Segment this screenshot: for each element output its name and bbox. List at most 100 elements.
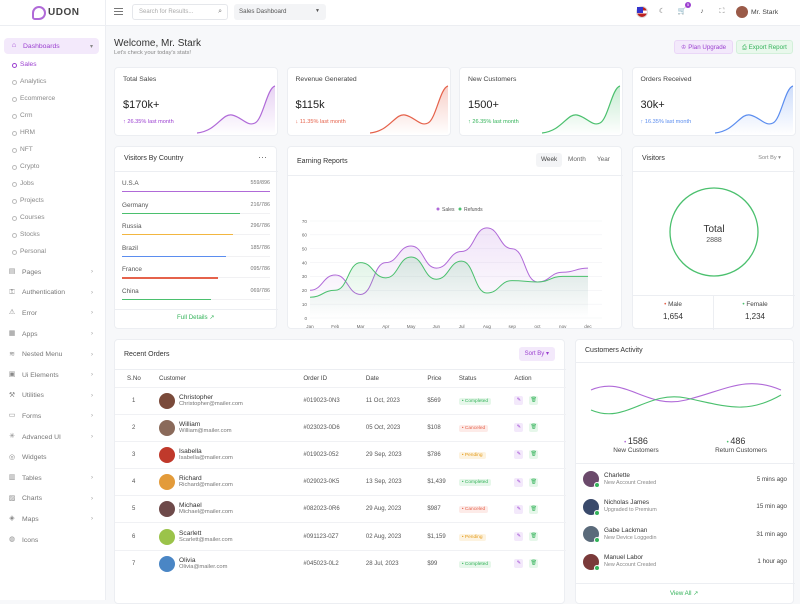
tab-week[interactable]: Week <box>536 153 563 167</box>
edit-icon[interactable]: ✎ <box>514 396 524 406</box>
male-value: 1,654 <box>662 312 684 321</box>
more-icon[interactable]: ··· <box>258 152 267 162</box>
customer-email: Richard@mailer.com <box>179 482 233 489</box>
cart-icon[interactable]: 🛒 5 <box>677 2 691 15</box>
edit-icon[interactable]: ✎ <box>514 423 524 433</box>
moon-icon[interactable]: ☾ <box>658 8 666 15</box>
sidebar-item-apps[interactable]: ▦ Apps › <box>0 324 105 345</box>
view-all-link[interactable]: View All ↗ <box>670 590 698 597</box>
edit-icon[interactable]: ✎ <box>514 559 524 569</box>
sidebar-subitem-projects[interactable]: Projects <box>0 192 105 209</box>
sidebar-subitem-courses[interactable]: Courses <box>0 209 105 226</box>
edit-icon[interactable]: ✎ <box>514 532 524 542</box>
column-header-action: Action <box>514 375 532 383</box>
stat-change-text: 11.35% last month <box>299 119 346 125</box>
customer-email: Isabella@mailer.com <box>179 454 233 461</box>
sidebar-subitem-stocks[interactable]: Stocks <box>0 226 105 243</box>
sidebar-item-forms[interactable]: ▭ Forms › <box>0 406 105 427</box>
sidebar-item-authentication[interactable]: ⚿ Authentication › <box>0 283 105 304</box>
sidebar-subitem-analytics[interactable]: Analytics <box>0 73 105 90</box>
sidebar-item-tables[interactable]: ▥ Tables › <box>0 468 105 489</box>
customer-email: Michael@mailer.com <box>179 509 233 516</box>
sidebar-group-dashboards[interactable]: ⌂ Dashboards ▾ <box>4 38 99 54</box>
delete-icon[interactable]: 🗑 <box>529 559 539 569</box>
chevron-right-icon: › <box>91 413 93 420</box>
order-date: 29 Sep, 2023 <box>365 440 428 469</box>
menu-icon[interactable] <box>114 8 123 15</box>
delete-icon[interactable]: 🗑 <box>529 396 539 406</box>
sidebar-item-charts[interactable]: ▨ Charts › <box>0 489 105 510</box>
visitors-by-country-card: Visitors By Country ··· U.S.A 559/896 Germ… <box>114 146 278 329</box>
sidebar-subitem-crm[interactable]: Crm <box>0 107 105 124</box>
edit-icon[interactable]: ✎ <box>514 504 524 514</box>
activity-item[interactable]: Nicholas James Upgraded to Premium 15 min … <box>583 497 787 517</box>
delete-icon[interactable]: 🗑 <box>529 532 539 542</box>
x-tick-label: Mar <box>357 324 365 329</box>
brand-logo[interactable]: UDON <box>0 0 105 26</box>
external-link-icon: ↗ <box>693 590 699 597</box>
activity-name: Nicholas James <box>604 499 650 506</box>
activity-item[interactable]: Gabe Lackman New Device Loggedin 31 min ag… <box>583 524 787 544</box>
legend-swatch <box>458 207 462 211</box>
bell-icon[interactable]: ♪ <box>700 8 704 15</box>
sidebar-item-nested-menu[interactable]: ≋ Nested Menu › <box>0 344 105 365</box>
status-badge: Completed <box>458 479 492 487</box>
sidebar-subitem-hrm[interactable]: HRM <box>0 124 105 141</box>
legend-refunds: Refunds <box>458 207 483 213</box>
sidebar-subitem-crypto[interactable]: Crypto <box>0 158 105 175</box>
sidebar-subitem-personal[interactable]: Personal <box>0 243 105 260</box>
full-details-link[interactable]: Full Details ↗ <box>177 314 215 321</box>
delete-icon[interactable]: 🗑 <box>529 423 539 433</box>
user-menu[interactable]: Mr. Stark <box>736 6 778 18</box>
search-placeholder: Search for Results... <box>139 9 194 15</box>
sidebar-subitem-jobs[interactable]: Jobs <box>0 175 105 192</box>
return-customers-label: Return Customers <box>715 447 767 454</box>
edit-icon[interactable]: ✎ <box>514 450 524 460</box>
export-report-button[interactable]: ⎙ Export Report <box>736 40 793 54</box>
customer-name: William <box>179 420 201 428</box>
customer-name: Richard <box>179 475 202 483</box>
sort-by-dropdown[interactable]: Sort By ▾ <box>758 155 781 161</box>
sidebar-item-label: Error <box>22 309 38 317</box>
sparkline-area <box>714 86 793 135</box>
edit-icon[interactable]: ✎ <box>514 477 524 487</box>
sparkle-icon: ✳ <box>9 433 15 441</box>
sidebar-item-pages[interactable]: ▤ Pages › <box>0 262 105 283</box>
search-input[interactable]: Search for Results... ⌕ <box>132 4 228 20</box>
sidebar-subitem-sales[interactable]: Sales <box>0 56 105 73</box>
delete-icon[interactable]: 🗑 <box>529 504 539 514</box>
legend-sales: Sales <box>436 207 455 213</box>
male-label: Male <box>668 301 682 308</box>
sidebar-item-widgets[interactable]: ◎ Widgets <box>0 447 105 468</box>
sidebar-subitem-nft[interactable]: NFT <box>0 141 105 158</box>
sidebar-item-error[interactable]: ⚠ Error › <box>0 303 105 324</box>
export-report-label: Export Report <box>748 44 787 51</box>
activity-item[interactable]: Manuel Labor New Account Created 1 hour ag… <box>583 552 787 572</box>
sidebar-item-label: Maps <box>22 515 39 523</box>
status-badge: Completed <box>458 397 492 405</box>
search-icon[interactable]: ⌕ <box>218 8 222 15</box>
customer-info: Scarlett Scarlett@mailer.com <box>179 530 233 544</box>
tab-year[interactable]: Year <box>597 156 610 163</box>
sidebar-item-advanced-ui[interactable]: ✳ Advanced UI › <box>0 427 105 448</box>
tab-month[interactable]: Month <box>568 156 586 163</box>
sidebar-item-icons[interactable]: ◍ Icons <box>0 530 105 551</box>
delete-icon[interactable]: 🗑 <box>529 450 539 460</box>
dashboard-select[interactable]: Sales Dashboard ▼ <box>234 4 326 20</box>
country-name: U.S.A <box>122 180 139 187</box>
sidebar-item-utilities[interactable]: ⚒ Utilities › <box>0 386 105 407</box>
y-tick-label: 70 <box>302 219 308 224</box>
sidebar-item-ui-elements[interactable]: ▣ Ui Elements › <box>0 365 105 386</box>
delete-icon[interactable]: 🗑 <box>529 477 539 487</box>
sidebar-item-maps[interactable]: ◈ Maps › <box>0 509 105 530</box>
stat-value: 30k+ <box>640 99 665 111</box>
activity-item[interactable]: Charlette New Account Created 5 mins ago <box>583 469 787 489</box>
status-badge: Completed <box>458 560 492 568</box>
fullscreen-icon[interactable]: ⛶ <box>719 8 725 15</box>
flag-icon[interactable] <box>636 6 648 18</box>
plan-upgrade-button[interactable]: ♔ Plan Upgrade <box>674 40 734 54</box>
customer-cell: Olivia Olivia@mailer.com <box>159 549 304 578</box>
sidebar-subitem-ecommerce[interactable]: Ecommerce <box>0 90 105 107</box>
female-value: 1,234 <box>744 312 766 321</box>
sort-by-button[interactable]: Sort By ▾ <box>518 347 555 361</box>
